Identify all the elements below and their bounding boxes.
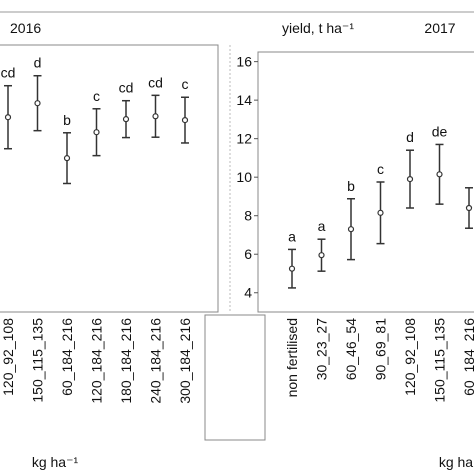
x-tick-label: 180_184_216 [118,318,134,404]
x-tick-label: 150_115_135 [30,318,46,403]
significance-letter: b [63,112,71,128]
panel-frame [257,51,474,313]
x-tick-label: 90_69_81 [373,318,389,381]
x-tick-label: 240_184_216 [148,318,164,404]
y-tick-label: 10 [236,169,252,185]
y-tick-label: 16 [236,54,252,70]
y-axis-label: yield, t ha⁻¹ [282,20,354,36]
significance-letter: b [347,178,355,194]
significance-letter: a [288,228,296,244]
significance-letter: c [377,161,384,177]
x-tick-label: 300_184_216 [177,318,193,404]
y-tick-label: 8 [244,208,252,224]
significance-letter: c [93,88,100,104]
panel-title: 2017 [424,20,455,36]
x-tick-label: 120_92_108 [402,318,418,396]
significance-letter: d [406,129,414,145]
mean-point [181,117,189,124]
legend-box [204,314,266,441]
mean-point [347,226,355,233]
mean-point [288,265,296,272]
significance-letter: de [432,123,448,139]
panel-frame [0,44,219,313]
y-tick-label: 4 [244,285,252,301]
mean-point [34,100,41,107]
x-tick-label: 60_184_216 [461,318,474,396]
significance-letter: cd [119,80,134,96]
mean-point [122,116,130,123]
panel-title: 2016 [10,20,41,36]
mean-point [63,155,71,162]
x-axis-label: kg ha⁻¹ [32,454,79,470]
significance-letter: cd [1,65,16,81]
x-tick-label: 120_184_216 [89,318,105,404]
x-axis-label: kg ha⁻¹ [439,454,474,470]
y-tick-label: 14 [236,92,252,108]
y-tick-label: 12 [236,131,252,147]
mean-point [4,114,12,121]
mean-point [377,209,384,216]
y-tick-label: 6 [244,246,252,262]
x-tick-label: 30_23_27 [314,318,330,381]
mean-point [465,204,473,212]
x-tick-label: 60_184_216 [59,318,75,396]
significance-letter: c [182,76,189,92]
mean-point [152,113,159,120]
mean-point [318,252,325,259]
x-tick-label: 120_92_108 [0,318,16,396]
x-tick-label: non fertilised [284,318,300,397]
significance-letter: d [34,55,42,71]
significance-letter: cd [148,74,163,90]
x-tick-label: 60_46_54 [343,318,359,381]
x-tick-label: 150_115_135 [432,318,448,403]
mean-point [406,176,414,183]
mean-point [93,129,100,136]
significance-letter: a [318,218,326,234]
mean-point [436,171,443,178]
